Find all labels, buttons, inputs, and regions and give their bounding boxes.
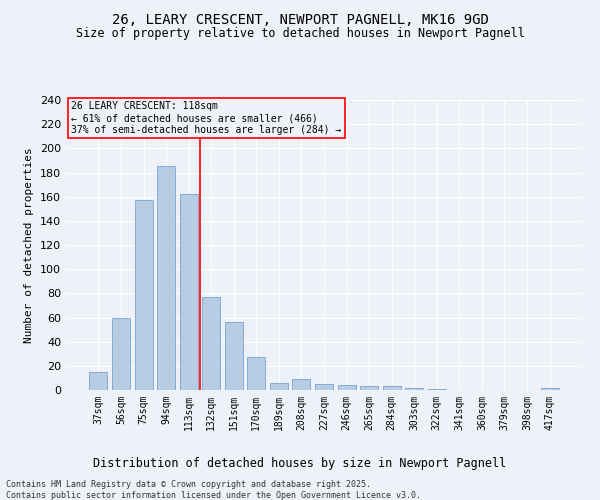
Y-axis label: Number of detached properties: Number of detached properties	[25, 147, 34, 343]
Text: 26, LEARY CRESCENT, NEWPORT PAGNELL, MK16 9GD: 26, LEARY CRESCENT, NEWPORT PAGNELL, MK1…	[112, 12, 488, 26]
Bar	[247, 358, 265, 390]
Bar	[225, 322, 243, 390]
Bar	[202, 297, 220, 390]
Bar	[405, 388, 423, 390]
Bar	[89, 372, 107, 390]
Bar	[134, 200, 152, 390]
Bar	[112, 318, 130, 390]
Text: Contains HM Land Registry data © Crown copyright and database right 2025.
Contai: Contains HM Land Registry data © Crown c…	[6, 480, 421, 500]
Bar	[179, 194, 198, 390]
Bar	[270, 383, 288, 390]
Bar	[292, 379, 310, 390]
Bar	[157, 166, 175, 390]
Bar	[360, 386, 378, 390]
Bar	[541, 388, 559, 390]
Bar	[338, 385, 356, 390]
Text: Distribution of detached houses by size in Newport Pagnell: Distribution of detached houses by size …	[94, 458, 506, 470]
Text: 26 LEARY CRESCENT: 118sqm
← 61% of detached houses are smaller (466)
37% of semi: 26 LEARY CRESCENT: 118sqm ← 61% of detac…	[71, 102, 341, 134]
Bar	[315, 384, 333, 390]
Bar	[383, 386, 401, 390]
Bar	[428, 389, 446, 390]
Text: Size of property relative to detached houses in Newport Pagnell: Size of property relative to detached ho…	[76, 28, 524, 40]
